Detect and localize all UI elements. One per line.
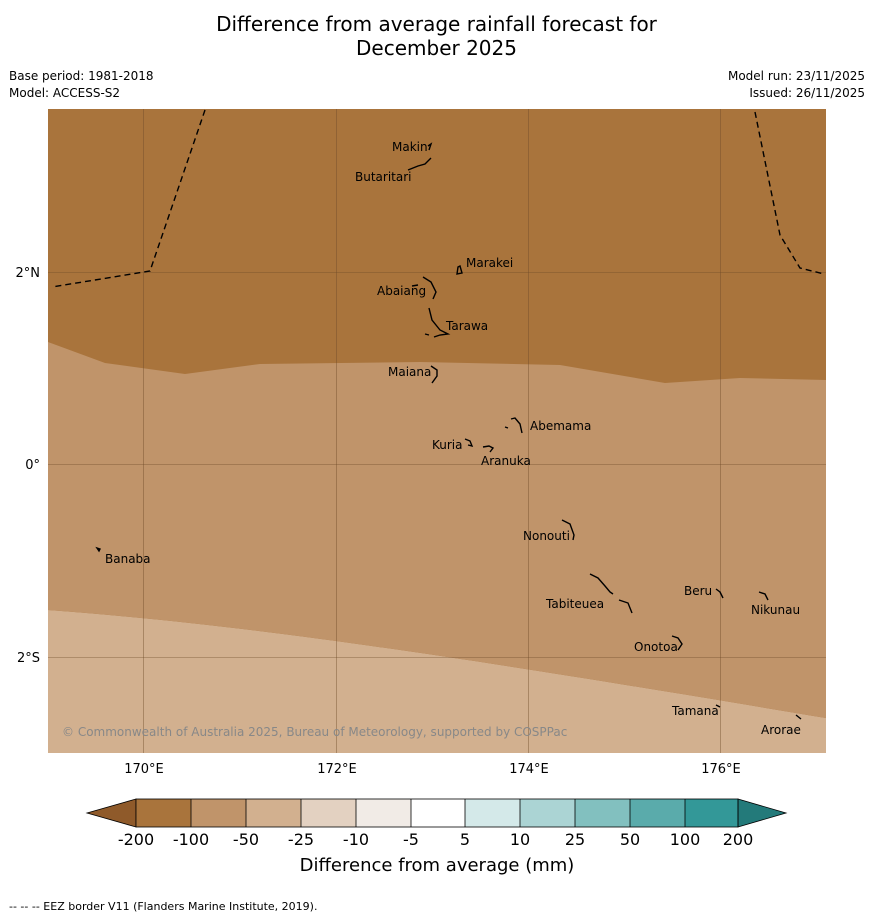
chart-title: Difference from average rainfall forecas… [0, 12, 873, 60]
nikunau-outline [758, 591, 769, 601]
colorbar-bin-5-10 [465, 799, 520, 827]
colorbar-bin-100-50 [191, 799, 246, 827]
lon-label-172e: 172°E [317, 762, 357, 777]
colorbar-label: Difference from average (mm) [300, 855, 575, 876]
colorbar-arrow-low [85, 798, 137, 828]
label-nonouti: Nonouti [523, 529, 570, 543]
lat-label-0: 0° [25, 458, 40, 473]
label-maiana: Maiana [388, 365, 431, 379]
maiana-outline [430, 365, 438, 384]
eez-borders [51, 109, 825, 288]
label-onotoa: Onotoa [634, 640, 678, 654]
colorbar-bin-100-200 [685, 799, 738, 827]
tamana-outline [715, 704, 721, 708]
label-tarawa: Tarawa [445, 319, 488, 333]
colorbar-bin-50-25 [246, 799, 301, 827]
colorbar: -200 -100 -50 -25 -10 -5 5 10 25 50 100 … [85, 798, 788, 876]
title-line-2: December 2025 [356, 36, 517, 60]
eez-border-west [51, 109, 206, 288]
colorbar-bin-5-5 [411, 799, 465, 827]
cb-tick: -50 [233, 830, 259, 849]
banaba-outline [95, 546, 101, 553]
lat-label-2n: 2°N [16, 266, 41, 281]
eez-footnote: -- -- -- EEZ border V11 (Flanders Marine… [9, 900, 318, 913]
tarawa-outline [428, 307, 451, 338]
tabiteuea-south-outline [618, 599, 633, 614]
label-banaba: Banaba [105, 552, 151, 566]
label-tabiteuea: Tabiteuea [545, 597, 604, 611]
abaiang-islet [411, 284, 419, 287]
tabiteuea-north-outline [589, 573, 614, 595]
butaritari-outline [407, 157, 432, 171]
issued-text: Issued: 26/11/2025 [749, 86, 865, 100]
axis-labels: 2°N 0° 2°S 170°E 172°E 174°E 176°E [16, 266, 741, 777]
lat-label-2s: 2°S [17, 651, 40, 666]
cb-tick: 10 [510, 830, 530, 849]
cb-tick: 25 [565, 830, 585, 849]
base-period-text: Base period: 1981-2018 [9, 69, 154, 83]
makin-outline [427, 142, 433, 151]
label-butaritari: Butaritari [355, 170, 412, 184]
island-outlines [95, 142, 802, 720]
abemama-outline [510, 417, 523, 434]
aranuka-outline [482, 445, 495, 453]
eez-border-east [754, 111, 825, 275]
abemama-islet [504, 426, 509, 429]
cb-tick: 200 [723, 830, 754, 849]
colorbar-bin-25-50 [575, 799, 630, 827]
label-arorae: Arorae [761, 723, 801, 737]
nonouti-outline [561, 519, 575, 541]
model-run-text: Model run: 23/11/2025 [727, 69, 865, 83]
copyright-text: © Commonwealth of Australia 2025, Bureau… [62, 725, 567, 739]
label-abemama: Abemama [530, 419, 591, 433]
label-aranuka: Aranuka [481, 454, 531, 468]
onotoa-outline [671, 635, 683, 651]
lon-label-170e: 170°E [124, 762, 164, 777]
arorae-outline [795, 714, 802, 720]
colorbar-bin-200-100 [136, 799, 191, 827]
label-abaiang: Abaiang [377, 284, 426, 298]
band-minus50-to-minus25 [48, 610, 826, 753]
cb-tick: 50 [620, 830, 640, 849]
label-beru: Beru [684, 584, 712, 598]
tarawa-islet [424, 333, 430, 336]
model-text: Model: ACCESS-S2 [9, 86, 121, 100]
cb-tick: -100 [173, 830, 209, 849]
lon-label-176e: 176°E [701, 762, 741, 777]
base-info: Base period: 1981-2018 Model: ACCESS-S2 [9, 68, 154, 102]
colorbar-bin-10-5 [356, 799, 411, 827]
cb-tick: -5 [403, 830, 419, 849]
band-minus100-to-minus50 [48, 342, 826, 718]
cb-tick: -200 [118, 830, 154, 849]
abaiang-outline [422, 276, 437, 300]
lon-label-174e: 174°E [509, 762, 549, 777]
colorbar-ticks: -200 -100 -50 -25 -10 -5 5 10 25 50 100 … [118, 830, 753, 849]
title-line-1: Difference from average rainfall forecas… [216, 12, 657, 36]
colorbar-arrow-high [737, 798, 788, 828]
run-info: Model run: 23/11/2025 Issued: 26/11/2025 [728, 68, 865, 102]
colorbar-dividers [190, 799, 686, 827]
label-nikunau: Nikunau [751, 603, 800, 617]
label-makin: Makin [392, 140, 428, 154]
cb-tick: 100 [670, 830, 701, 849]
kuria-outline [464, 438, 474, 448]
island-labels: Makin Butaritari Marakei Abaiang Tarawa … [105, 140, 801, 737]
cb-tick: 5 [460, 830, 470, 849]
colorbar-bin-50-100 [630, 799, 685, 827]
graticule [48, 109, 826, 753]
label-kuria: Kuria [432, 438, 463, 452]
label-marakei: Marakei [466, 256, 513, 270]
cb-tick: -25 [288, 830, 314, 849]
label-tamana: Tamana [671, 704, 719, 718]
colorbar-frame [135, 798, 739, 828]
beru-outline [715, 588, 724, 599]
cb-tick: -10 [343, 830, 369, 849]
map-panel: Makin Butaritari Marakei Abaiang Tarawa … [48, 109, 826, 753]
marakei-outline [456, 264, 463, 275]
colorbar-bin-10-25 [520, 799, 575, 827]
colorbar-bin-25-10 [301, 799, 356, 827]
